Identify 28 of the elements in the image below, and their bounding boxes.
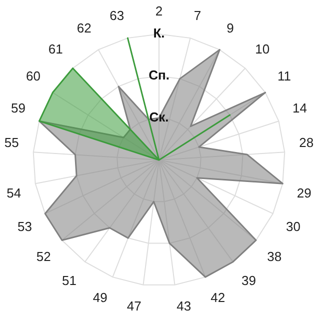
spoke-label: 29 xyxy=(296,186,312,201)
spoke-label: 43 xyxy=(176,298,192,314)
spoke-label: 61 xyxy=(48,41,63,56)
spoke-label: 30 xyxy=(286,219,301,234)
spoke-label: 52 xyxy=(36,248,51,264)
spoke-label: 11 xyxy=(278,68,292,84)
y-tick-label: Сп. xyxy=(148,68,170,83)
spoke-label: 42 xyxy=(210,290,226,305)
spoke-label: 9 xyxy=(226,20,234,36)
spoke-label: 63 xyxy=(110,8,124,23)
spoke-label: 38 xyxy=(267,248,282,264)
spoke-label: 53 xyxy=(17,219,32,234)
spoke-label: 2 xyxy=(155,3,163,18)
y-tick-label: Ск. xyxy=(149,110,169,125)
spoke-label: 47 xyxy=(126,298,142,314)
spoke-label: 14 xyxy=(292,100,307,116)
spoke-label: 39 xyxy=(242,272,256,288)
spoke-label: 59 xyxy=(11,100,26,116)
y-tick-label: К. xyxy=(153,26,165,41)
spoke-label: 51 xyxy=(62,272,76,288)
spoke-label: 49 xyxy=(92,290,108,305)
spoke-label: 7 xyxy=(194,8,202,23)
spoke-label: 28 xyxy=(299,134,314,150)
spoke-label: 62 xyxy=(76,20,92,36)
spoke-label: 10 xyxy=(255,41,270,56)
spoke-label: 54 xyxy=(6,186,22,201)
spoke-label: 55 xyxy=(4,134,19,150)
spoke-label: 60 xyxy=(26,68,40,84)
